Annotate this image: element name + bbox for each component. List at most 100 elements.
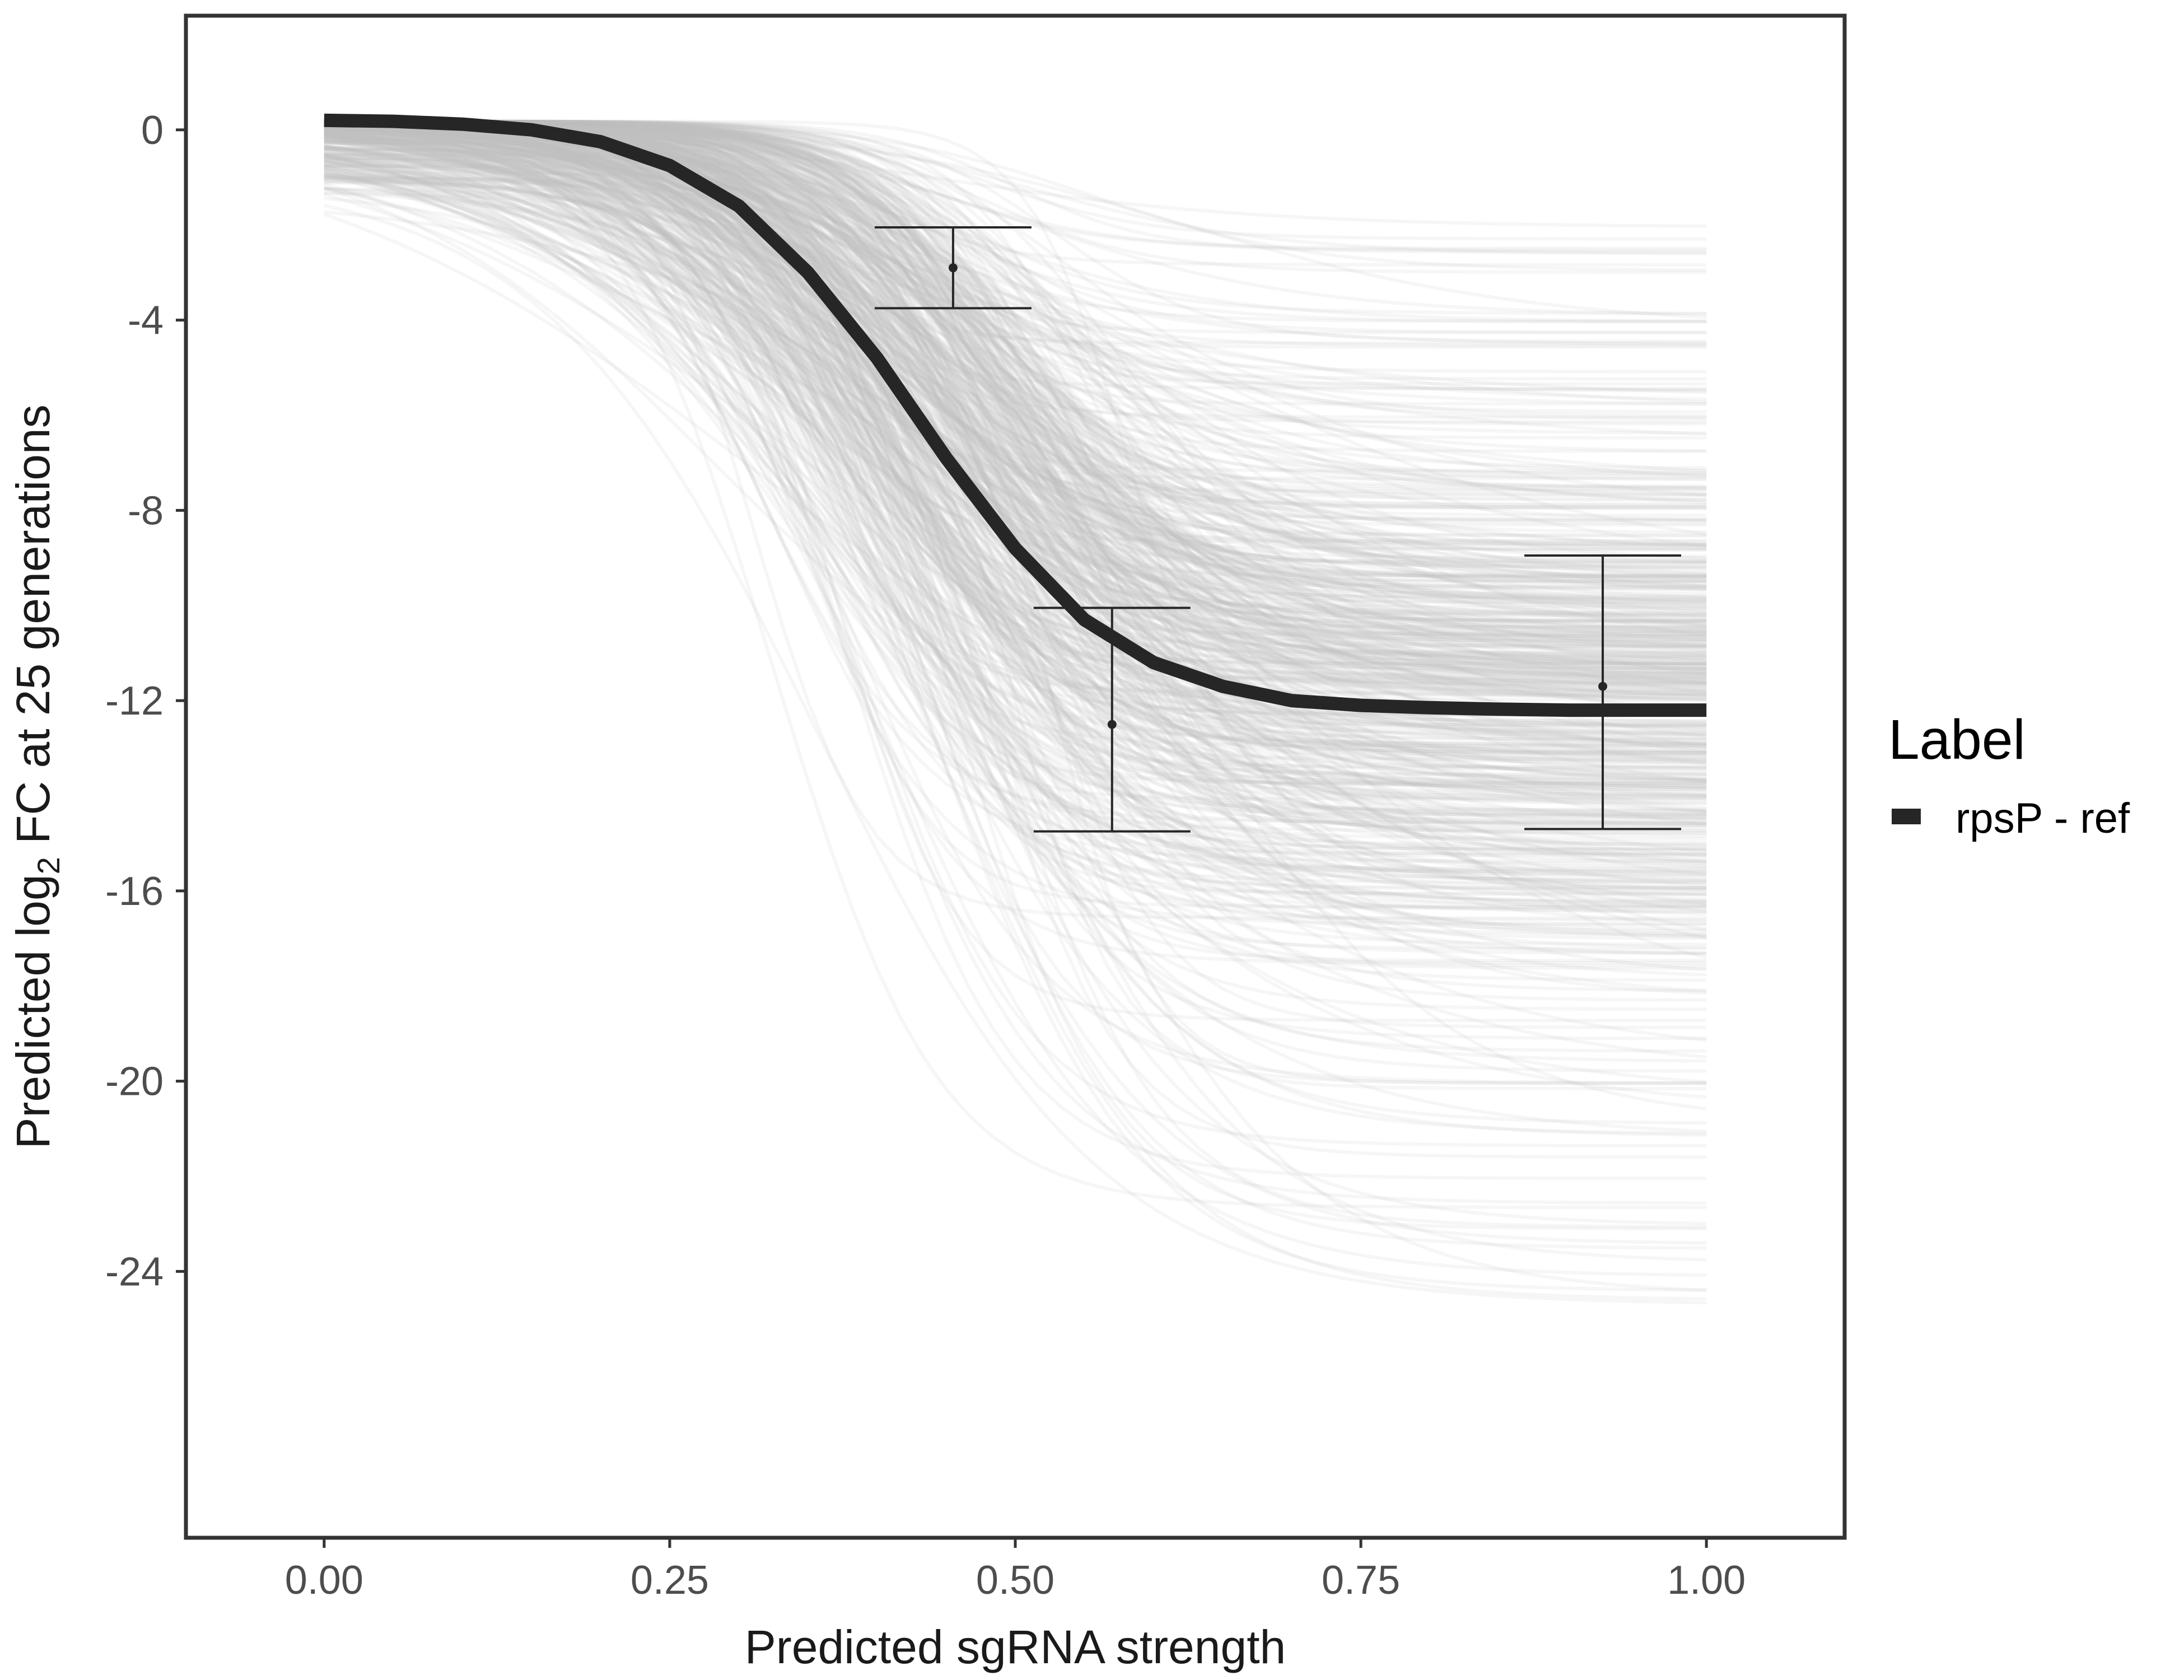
posterior-draw-line (324, 167, 1707, 1084)
posterior-draw-line (324, 119, 1707, 604)
posterior-draw-line (324, 119, 1707, 496)
posterior-draw-line (324, 165, 1707, 633)
posterior-draw-line (324, 124, 1707, 633)
posterior-draw-line (324, 180, 1707, 473)
posterior-draw-line (324, 133, 1707, 646)
posterior-draw-line (324, 119, 1707, 852)
posterior-draw-line (324, 133, 1707, 646)
posterior-draw-line (324, 136, 1707, 588)
posterior-draw-line (324, 185, 1707, 577)
posterior-draw-line (324, 121, 1707, 748)
posterior-draw-line (324, 119, 1707, 577)
posterior-draw-line (324, 119, 1707, 579)
posterior-draw-line (324, 134, 1707, 848)
y-axis: 0 -4 -8 -12 -16 -20 -24 (105, 108, 186, 1294)
posterior-draw-line (324, 124, 1707, 1262)
posterior-draw-line (324, 120, 1707, 788)
posterior-draw-line (324, 119, 1707, 624)
posterior-draw-line (324, 141, 1707, 931)
posterior-draw-line (324, 139, 1707, 832)
posterior-draw-line (324, 125, 1707, 913)
posterior-draw-line (324, 127, 1707, 634)
posterior-draw-line (324, 128, 1707, 580)
posterior-draw-line (324, 160, 1707, 611)
posterior-draw-line (324, 125, 1707, 769)
posterior-draw-line (324, 129, 1707, 692)
posterior-draw-line (324, 131, 1707, 876)
posterior-draw-line (324, 119, 1707, 1159)
y-axis-title-subscript: 2 (31, 857, 66, 874)
posterior-draw-line (324, 129, 1707, 605)
y-tick-label: -20 (105, 1060, 164, 1104)
posterior-draw-line (324, 119, 1707, 622)
posterior-draw-line (324, 120, 1707, 323)
posterior-draw-line (324, 157, 1707, 782)
posterior-draw-line (324, 123, 1707, 833)
posterior-draw-line (324, 124, 1707, 600)
posterior-draw-line (324, 140, 1707, 650)
posterior-draw-line (324, 125, 1707, 1225)
posterior-draw-line (324, 148, 1707, 670)
posterior-draw-line (324, 122, 1707, 817)
posterior-draw-line (323, 193, 1707, 813)
posterior-draw-line (324, 120, 1707, 654)
posterior-draw-line (324, 120, 1707, 660)
posterior-draw-line (324, 119, 1707, 534)
posterior-draw-line (324, 128, 1707, 758)
posterior-draw-line (324, 131, 1707, 591)
posterior-draw-line (324, 120, 1707, 698)
posterior-draw-line (324, 119, 1707, 334)
posterior-draw-line (324, 120, 1707, 776)
posterior-draw-line (324, 136, 1707, 672)
posterior-draw-line (324, 121, 1707, 856)
posterior-draw-line (324, 134, 1707, 862)
posterior-draw-line (324, 125, 1707, 926)
posterior-draw-line (324, 129, 1707, 810)
posterior-draw-line (324, 123, 1707, 907)
y-tick-label: -8 (128, 488, 164, 533)
posterior-draw-line (324, 119, 1707, 873)
posterior-draw-line (324, 123, 1707, 884)
posterior-draw-line (324, 162, 1707, 827)
posterior-draw-line (324, 140, 1707, 1292)
posterior-draw-line (324, 119, 1707, 563)
posterior-draw-line (324, 153, 1707, 801)
posterior-draw-line (324, 119, 1707, 641)
posterior-draw-line (324, 119, 1707, 968)
posterior-draw-line (324, 119, 1707, 715)
posterior-draw-line (324, 124, 1707, 1209)
posterior-draw-line (324, 119, 1707, 828)
y-tick-label: -4 (128, 298, 164, 343)
posterior-draw-line (324, 130, 1707, 706)
posterior-draw-line (324, 119, 1707, 785)
posterior-draw-line (323, 212, 1707, 814)
posterior-draw-line (324, 122, 1707, 841)
posterior-draw-line (324, 119, 1707, 343)
error-bar (1033, 606, 1191, 833)
posterior-draw-line (324, 123, 1707, 525)
posterior-draw-line (324, 122, 1707, 819)
posterior-draw-line (324, 125, 1707, 585)
posterior-draw-line (324, 123, 1707, 824)
posterior-draw-line (324, 125, 1707, 599)
posterior-draw-line (324, 122, 1707, 1147)
posterior-draw-line (324, 159, 1707, 712)
posterior-draw-line (324, 171, 1707, 856)
posterior-draw-line (324, 119, 1707, 598)
posterior-draw-line (324, 119, 1707, 821)
posterior-draw-line (324, 119, 1707, 827)
posterior-draw-line (324, 126, 1707, 745)
posterior-draw-line (324, 119, 1707, 386)
x-tick-label: 0.00 (285, 1558, 363, 1603)
posterior-draw-line (324, 121, 1707, 595)
posterior-draw-line (324, 181, 1707, 903)
posterior-draw-line (324, 137, 1707, 604)
posterior-draw-line (324, 119, 1707, 560)
posterior-draw-line (324, 122, 1707, 752)
posterior-draw-line (324, 119, 1707, 844)
y-tick-label: 0 (141, 108, 164, 153)
posterior-draw-line (324, 120, 1707, 550)
posterior-draw-line (324, 155, 1707, 955)
posterior-draw-line (324, 156, 1707, 882)
posterior-draw-line (324, 122, 1707, 659)
